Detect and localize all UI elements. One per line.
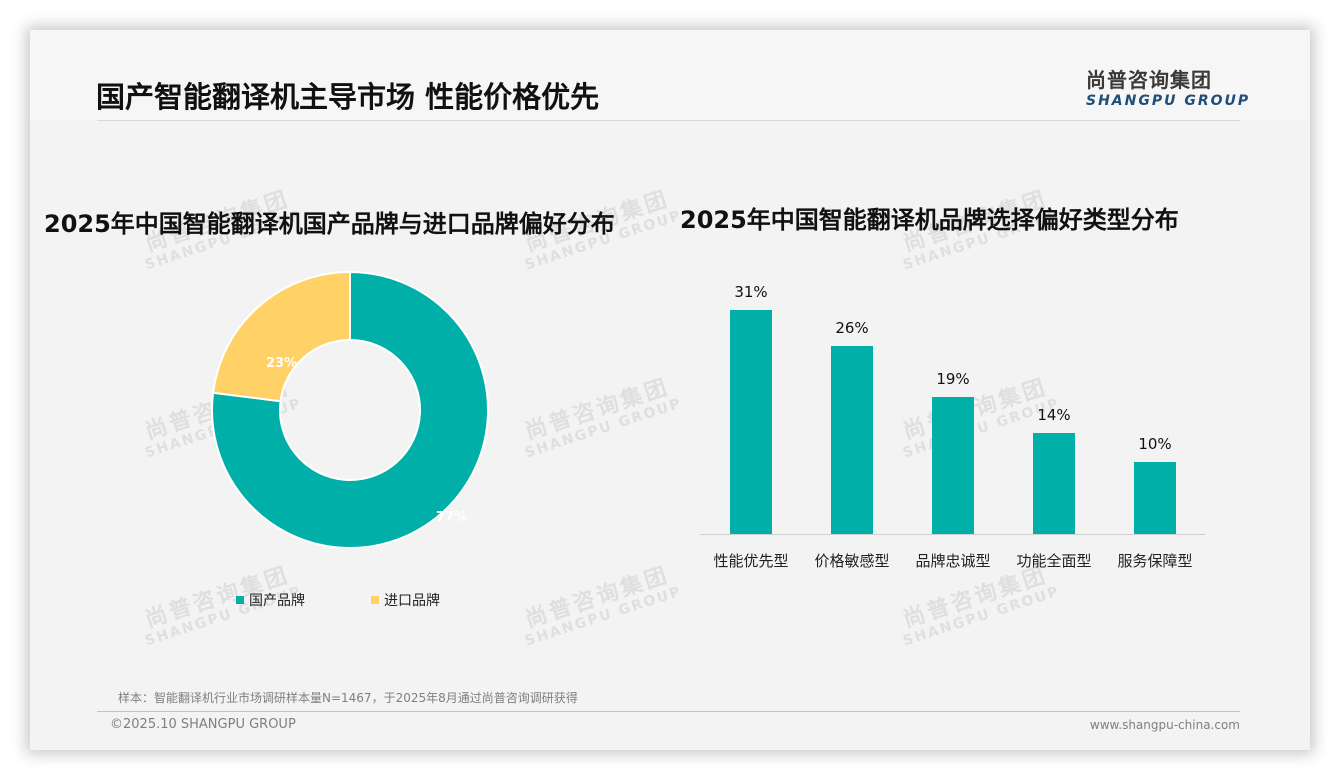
- footer-divider: [97, 711, 1240, 712]
- header-background: [30, 30, 1310, 120]
- bar-brand-loyal: [932, 397, 974, 534]
- bar-full-function: [1033, 433, 1075, 534]
- bar-price: [831, 346, 873, 534]
- page-title: 国产智能翻译机主导市场 性能价格优先: [96, 80, 600, 114]
- legend-swatch-yellow-icon: [371, 596, 379, 604]
- donut-label-imported: 23%: [266, 356, 298, 371]
- legend-label: 国产品牌: [249, 593, 305, 609]
- donut-label-domestic: 77%: [436, 510, 468, 525]
- bar-category-label: 品牌忠诚型: [915, 552, 991, 570]
- bar-category-label: 性能优先型: [713, 552, 789, 570]
- donut-chart-title: 2025年中国智能翻译机国产品牌与进口品牌偏好分布: [44, 210, 615, 238]
- bar-service: [1134, 462, 1176, 534]
- bar-chart: 31% 性能优先型 26% 价格敏感型 19% 品牌忠诚型 14% 功能全面型 …: [700, 280, 1210, 580]
- bar-category-label: 价格敏感型: [814, 552, 890, 570]
- company-logo: 尚普咨询集团 SHANGPU GROUP: [1086, 64, 1251, 109]
- legend-label: 进口品牌: [384, 593, 440, 609]
- bar-value-label: 10%: [1138, 435, 1172, 453]
- legend-item-domestic: 国产品牌: [236, 590, 305, 610]
- bar-performance: [730, 310, 772, 534]
- donut-chart-graphic: [211, 270, 489, 549]
- bar-chart-title: 2025年中国智能翻译机品牌选择偏好类型分布: [680, 206, 1179, 234]
- x-axis-line: [700, 534, 1205, 535]
- bar-category-label: 服务保障型: [1117, 552, 1193, 570]
- website-link[interactable]: www.shangpu-china.com: [1089, 718, 1240, 732]
- bar-value-label: 19%: [936, 370, 970, 388]
- logo-english-text: SHANGPU GROUP: [1086, 93, 1251, 109]
- logo-chinese-text: 尚普咨询集团: [1086, 68, 1212, 92]
- copyright-text: ©2025.10 SHANGPU GROUP: [110, 717, 296, 732]
- legend-swatch-teal-icon: [236, 596, 244, 604]
- bar-value-label: 26%: [835, 319, 869, 337]
- donut-slice: [211, 270, 351, 403]
- donut-legend: 国产品牌 进口品牌: [236, 590, 440, 610]
- bar-category-label: 功能全面型: [1016, 552, 1092, 570]
- donut-chart: 77% 23%: [210, 270, 490, 550]
- donut-slice: [211, 270, 489, 549]
- bar-value-label: 14%: [1037, 406, 1071, 424]
- header-divider: [97, 120, 1240, 121]
- legend-item-imported: 进口品牌: [371, 590, 440, 610]
- slide: 尚普咨询集团 SHANGPU GROUP 尚普咨询集团 SHANGPU GROUP …: [30, 30, 1310, 750]
- bar-value-label: 31%: [734, 283, 768, 301]
- sample-note: 样本：智能翻译机行业市场调研样本量N=1467，于2025年8月通过尚普咨询调研…: [118, 691, 578, 705]
